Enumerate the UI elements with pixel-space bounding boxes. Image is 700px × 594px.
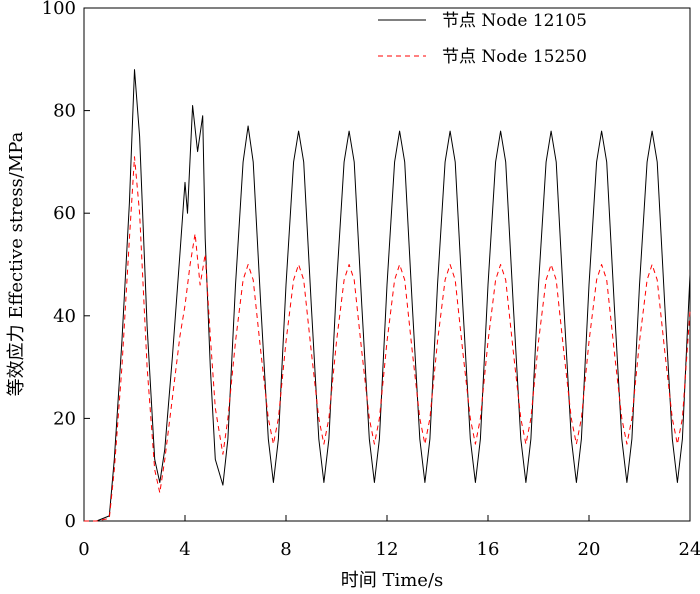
y-tick-label: 60 <box>53 203 76 224</box>
x-tick-label: 4 <box>179 539 190 560</box>
series-line-0 <box>84 69 691 522</box>
y-axis-label: 等效应力 Effective stress/MPa <box>6 131 27 396</box>
x-tick-label: 20 <box>578 539 601 560</box>
series-line-1 <box>84 156 691 522</box>
y-tick-label: 100 <box>42 0 76 19</box>
y-tick-label: 0 <box>65 511 76 532</box>
plot-area <box>83 7 691 522</box>
x-tick-label: 24 <box>679 539 700 560</box>
x-tick-label: 8 <box>280 539 291 560</box>
axes: 0 4 8 12 16 20 24 0 20 40 60 80 100 <box>42 0 700 560</box>
y-tick-label: 40 <box>53 306 76 327</box>
legend-label-series-1: 节点 Node 15250 <box>442 47 587 67</box>
x-tick-label: 0 <box>78 539 89 560</box>
legend-label-series-0: 节点 Node 12105 <box>442 11 587 31</box>
legend: 节点 Node 12105 节点 Node 15250 <box>378 11 587 67</box>
y-tick-label: 80 <box>53 101 76 122</box>
series-layer <box>84 69 691 522</box>
y-tick-label: 20 <box>53 408 76 429</box>
x-tick-label: 16 <box>477 539 500 560</box>
plot-frame <box>83 7 691 522</box>
x-tick-label: 12 <box>376 539 399 560</box>
x-axis-label: 时间 Time/s <box>341 570 444 591</box>
